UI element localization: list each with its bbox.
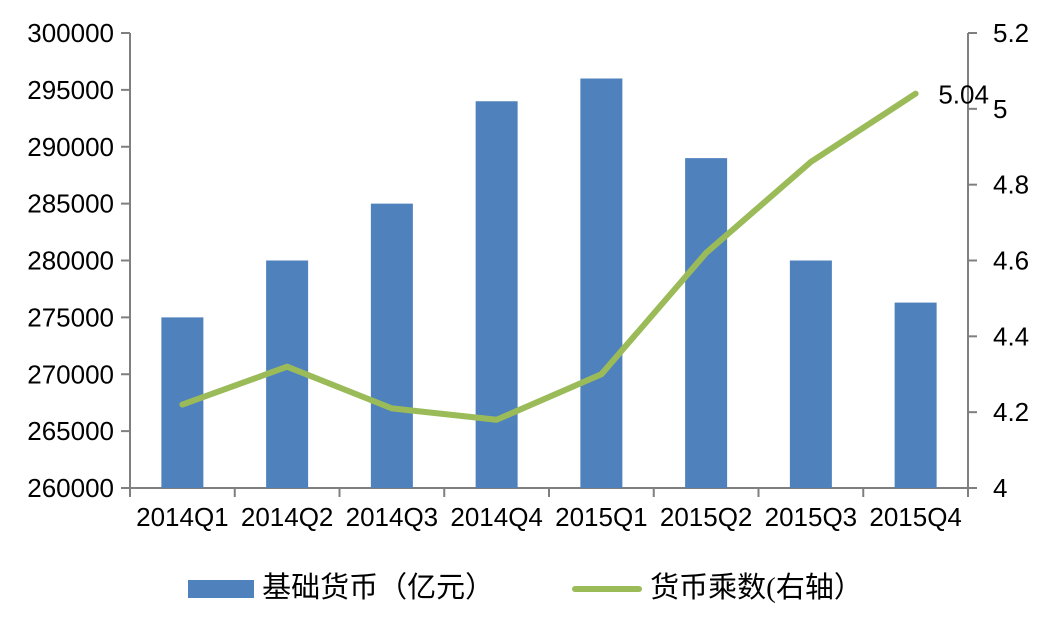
- bar-2015Q2: [685, 158, 728, 488]
- line-series-swatch-icon: [572, 585, 643, 592]
- bar-2015Q4: [894, 302, 937, 488]
- right-axis-tick-label: 4.6: [993, 246, 1029, 276]
- left-axis-tick-label: 290000: [27, 132, 114, 162]
- x-axis-category-label: 2015Q2: [660, 502, 753, 532]
- left-axis-tick-label: 295000: [27, 75, 114, 105]
- x-axis-category-label: 2014Q4: [450, 502, 543, 532]
- right-axis-tick-label: 4.4: [993, 321, 1029, 351]
- bar-series-swatch-icon: [188, 579, 255, 598]
- left-axis-tick-label: 300000: [27, 18, 114, 48]
- left-axis-tick-label: 265000: [27, 416, 114, 446]
- right-axis-tick-label: 4.8: [993, 170, 1029, 200]
- chart-legend: 基础货币（亿元） 货币乘数(右轴）: [0, 574, 1051, 603]
- x-axis-category-label: 2015Q3: [765, 502, 858, 532]
- line-end-data-label: 5.04: [938, 80, 989, 110]
- x-axis-category-label: 2015Q4: [869, 502, 962, 532]
- left-axis-tick-label: 275000: [27, 302, 114, 332]
- left-axis-tick-label: 285000: [27, 189, 114, 219]
- right-axis-tick-label: 4.2: [993, 397, 1029, 427]
- legend-item-line-series: 货币乘数(右轴）: [572, 574, 863, 603]
- right-axis-tick-label: 4: [993, 473, 1007, 503]
- x-axis-category-label: 2014Q1: [136, 502, 229, 532]
- left-axis-tick-label: 260000: [27, 473, 114, 503]
- bar-2014Q3: [370, 203, 413, 488]
- right-axis-tick-label: 5.2: [993, 18, 1029, 48]
- bar-2015Q3: [789, 260, 832, 488]
- right-axis-tick-label: 5: [993, 94, 1007, 124]
- legend-label-bar-series: 基础货币（亿元）: [262, 572, 495, 604]
- legend-label-line-series: 货币乘数(右轴）: [650, 572, 863, 604]
- x-axis-category-label: 2014Q3: [346, 502, 439, 532]
- x-axis-category-label: 2014Q2: [241, 502, 334, 532]
- x-axis-category-label: 2015Q1: [555, 502, 648, 532]
- bar-2014Q4: [475, 101, 518, 488]
- line-series: [179, 90, 919, 423]
- bar-2015Q1: [580, 78, 623, 488]
- legend-item-bar-series: 基础货币（亿元）: [188, 574, 494, 603]
- chart-canvas: 300000 295000 290000 285000 280000 275000 2700…: [27, 18, 1029, 532]
- left-axis-tick-label: 280000: [27, 246, 114, 276]
- left-axis-tick-label: 270000: [27, 359, 114, 389]
